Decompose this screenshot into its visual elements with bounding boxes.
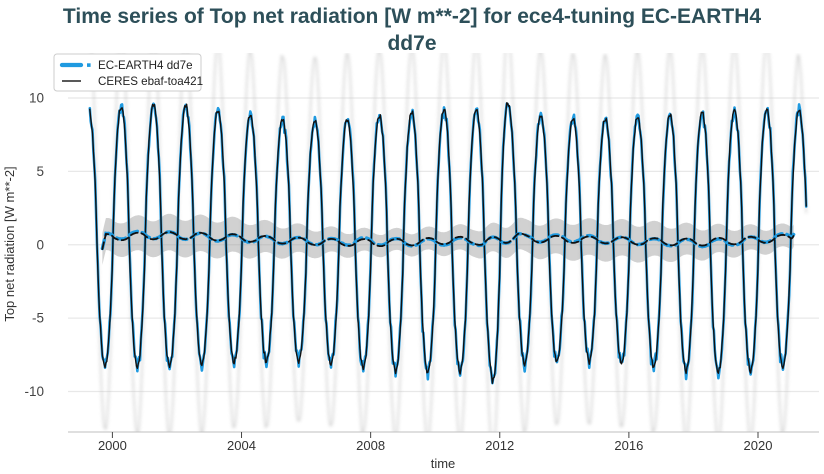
svg-text:2008: 2008 xyxy=(356,438,385,453)
svg-text:2020: 2020 xyxy=(744,438,773,453)
svg-text:-10: -10 xyxy=(24,384,44,399)
svg-text:2000: 2000 xyxy=(98,438,127,453)
svg-text:0: 0 xyxy=(36,237,44,252)
svg-text:10: 10 xyxy=(29,91,44,106)
svg-text:EC-EARTH4 dd7e: EC-EARTH4 dd7e xyxy=(98,59,193,72)
svg-text:2004: 2004 xyxy=(227,438,256,453)
svg-text:2012: 2012 xyxy=(485,438,514,453)
svg-text:2016: 2016 xyxy=(614,438,643,453)
svg-text:Top net radiation [W m**-2]: Top net radiation [W m**-2] xyxy=(2,166,17,321)
svg-text:-5: -5 xyxy=(32,311,44,326)
svg-text:CERES ebaf-toa421: CERES ebaf-toa421 xyxy=(98,75,203,88)
svg-text:time: time xyxy=(431,456,456,471)
svg-text:5: 5 xyxy=(36,164,44,179)
